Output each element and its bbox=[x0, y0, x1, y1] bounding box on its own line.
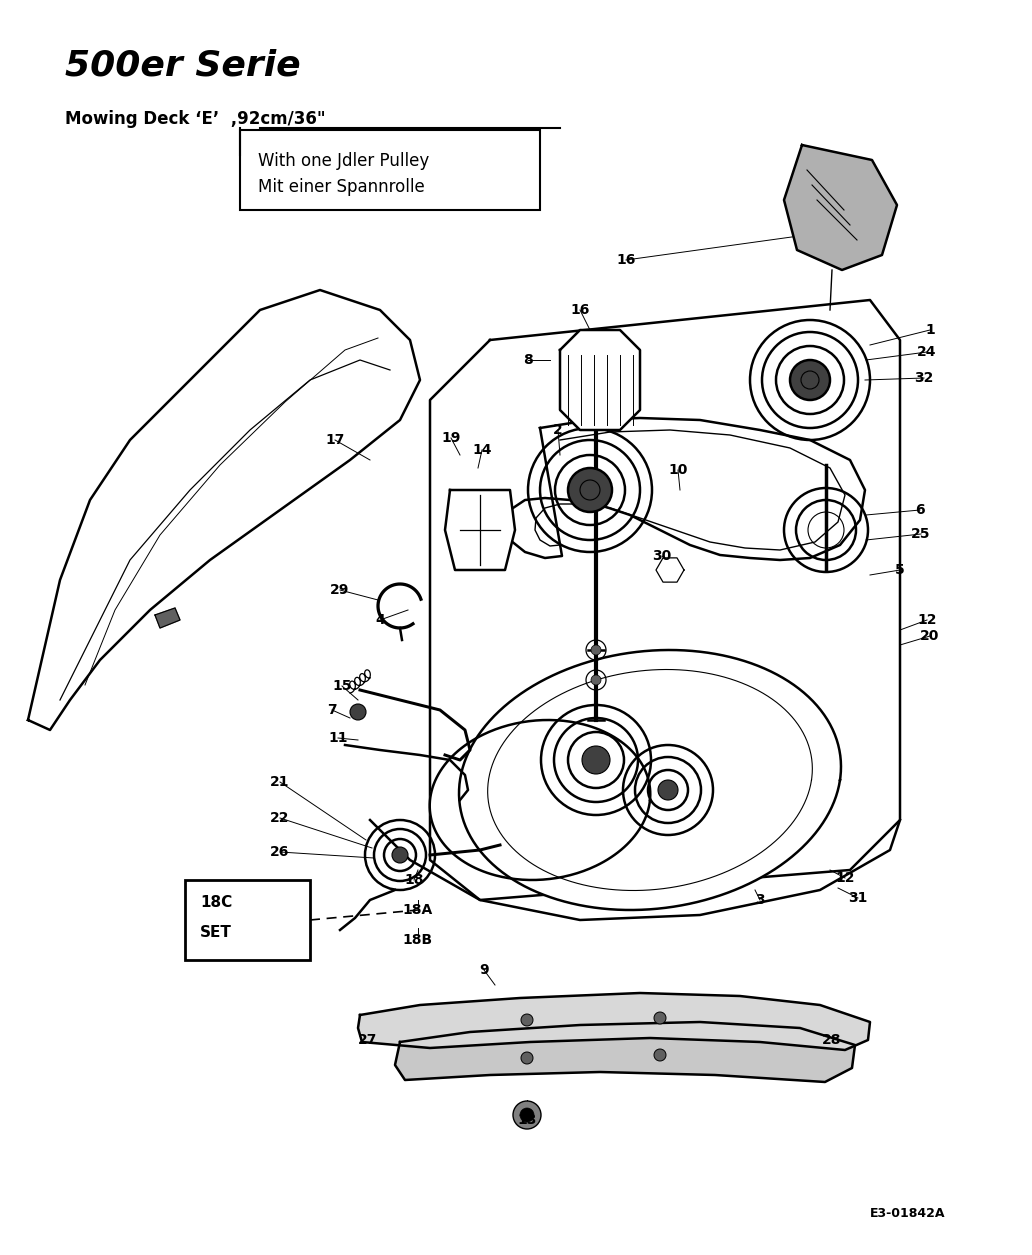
Circle shape bbox=[580, 479, 600, 499]
Circle shape bbox=[513, 1101, 541, 1130]
Text: 8: 8 bbox=[523, 353, 533, 366]
Text: 12: 12 bbox=[835, 871, 854, 885]
Text: 16: 16 bbox=[571, 302, 589, 318]
Text: 9: 9 bbox=[479, 963, 489, 976]
Polygon shape bbox=[155, 607, 180, 628]
Text: 28: 28 bbox=[823, 1033, 842, 1047]
Text: 2: 2 bbox=[553, 423, 562, 437]
Text: 19: 19 bbox=[442, 430, 460, 446]
Text: 20: 20 bbox=[921, 629, 940, 643]
Bar bbox=[240, 131, 540, 210]
Polygon shape bbox=[445, 489, 515, 570]
Circle shape bbox=[521, 1014, 533, 1027]
Text: With one Jdler Pulley: With one Jdler Pulley bbox=[258, 152, 429, 169]
Text: 7: 7 bbox=[327, 703, 336, 717]
Text: 17: 17 bbox=[325, 433, 345, 447]
Polygon shape bbox=[784, 146, 897, 270]
Text: 31: 31 bbox=[848, 891, 868, 905]
Text: 18: 18 bbox=[405, 873, 424, 887]
Text: 11: 11 bbox=[328, 730, 348, 745]
Polygon shape bbox=[459, 650, 841, 910]
Text: 6: 6 bbox=[915, 503, 925, 517]
Circle shape bbox=[801, 371, 819, 389]
Text: 10: 10 bbox=[669, 463, 687, 477]
Circle shape bbox=[658, 781, 678, 799]
Circle shape bbox=[591, 675, 601, 685]
Text: 15: 15 bbox=[332, 679, 352, 693]
Text: 29: 29 bbox=[330, 584, 350, 597]
Polygon shape bbox=[430, 300, 900, 900]
Text: 21: 21 bbox=[270, 776, 290, 789]
Text: Mit einer Spannrolle: Mit einer Spannrolle bbox=[258, 178, 425, 196]
Text: 18C: 18C bbox=[200, 895, 232, 910]
Text: 4: 4 bbox=[375, 612, 385, 628]
Text: 27: 27 bbox=[358, 1033, 378, 1047]
Bar bbox=[185, 880, 310, 960]
Text: Mowing Deck ‘E’  ,92cm/36": Mowing Deck ‘E’ ,92cm/36" bbox=[65, 110, 326, 128]
Text: 16: 16 bbox=[616, 254, 636, 267]
Text: 30: 30 bbox=[652, 548, 672, 563]
Circle shape bbox=[521, 1052, 533, 1064]
Text: 500er Serie: 500er Serie bbox=[65, 48, 300, 82]
Polygon shape bbox=[560, 330, 640, 430]
Polygon shape bbox=[429, 720, 650, 880]
Text: 24: 24 bbox=[917, 345, 937, 359]
Text: 12: 12 bbox=[917, 612, 937, 628]
Text: 32: 32 bbox=[914, 371, 934, 385]
Circle shape bbox=[520, 1108, 534, 1122]
Text: 13: 13 bbox=[517, 1113, 537, 1127]
Text: E3-01842A: E3-01842A bbox=[870, 1207, 945, 1220]
Polygon shape bbox=[28, 290, 420, 730]
Text: 18B: 18B bbox=[402, 932, 433, 948]
Text: 5: 5 bbox=[895, 563, 905, 577]
Circle shape bbox=[654, 1012, 666, 1024]
Text: 14: 14 bbox=[473, 443, 492, 457]
Text: SET: SET bbox=[200, 925, 232, 940]
Text: 22: 22 bbox=[270, 811, 290, 825]
Circle shape bbox=[791, 360, 830, 400]
Polygon shape bbox=[358, 993, 870, 1050]
Text: 3: 3 bbox=[755, 894, 765, 907]
Text: 26: 26 bbox=[270, 845, 290, 858]
Circle shape bbox=[568, 468, 612, 512]
Circle shape bbox=[582, 745, 610, 774]
Circle shape bbox=[392, 847, 408, 863]
Polygon shape bbox=[395, 1022, 854, 1082]
Polygon shape bbox=[656, 558, 684, 582]
Text: 25: 25 bbox=[911, 527, 931, 541]
Circle shape bbox=[654, 1049, 666, 1060]
Circle shape bbox=[591, 645, 601, 655]
Text: 18A: 18A bbox=[402, 904, 433, 917]
Text: 1: 1 bbox=[925, 323, 935, 338]
Circle shape bbox=[350, 704, 366, 720]
